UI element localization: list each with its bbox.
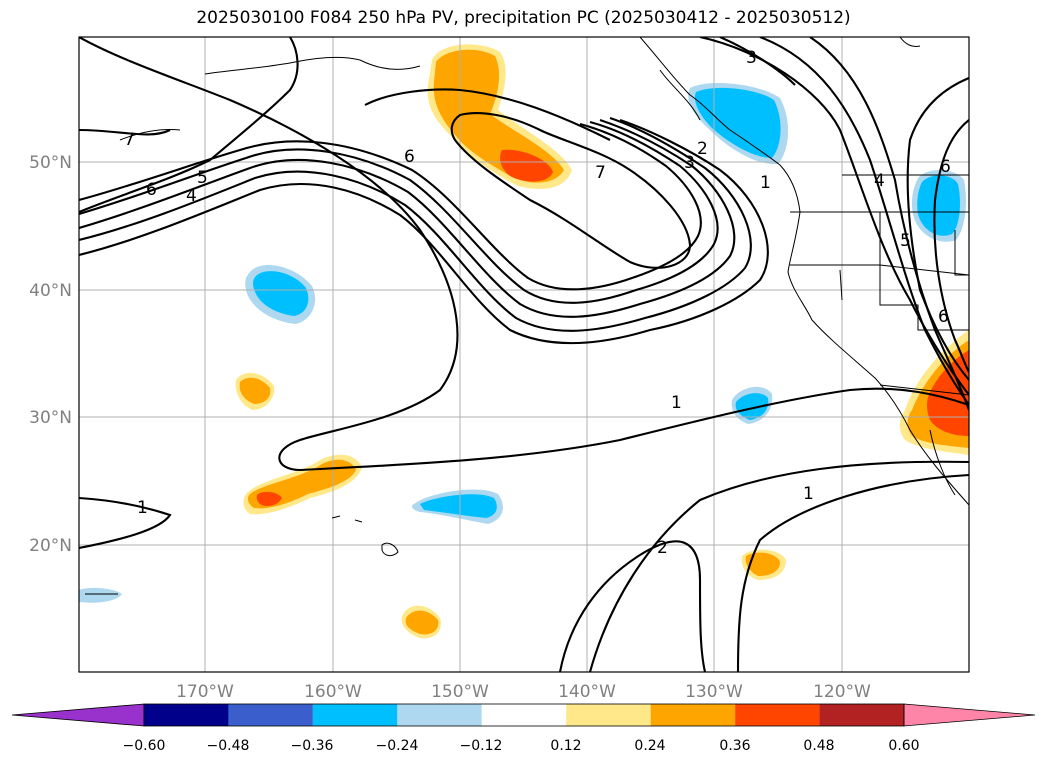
colorbar-tick-label: −0.60 <box>123 738 166 754</box>
pv-contour-line <box>79 119 736 318</box>
precip-negative-area <box>253 271 309 316</box>
longitude-label: 150°W <box>431 682 489 702</box>
contour-label: 6 <box>940 157 951 177</box>
colorbar-tick-label: −0.48 <box>207 738 250 754</box>
latitude-label: 20°N <box>29 536 72 556</box>
precip-positive-area <box>405 610 439 635</box>
precip-positive-area <box>745 552 780 576</box>
contour-label: 5 <box>197 168 208 188</box>
longitude-label: 160°W <box>304 682 362 702</box>
contour-label: 1 <box>760 173 771 193</box>
colorbar-segment <box>397 704 482 726</box>
longitude-label: 120°W <box>813 682 871 702</box>
pv-contours <box>79 37 969 672</box>
pv-contour-line <box>558 540 707 672</box>
precip-negative-area <box>735 393 769 420</box>
latitude-label: 40°N <box>29 281 72 301</box>
colorbar-extend-high <box>903 703 1036 727</box>
colorbar-tick-label: 0.60 <box>888 738 919 754</box>
longitude-label: 130°W <box>685 682 743 702</box>
pv-contour-line <box>79 37 969 472</box>
colorbar-border <box>143 703 905 727</box>
colorbar-segment <box>144 704 229 726</box>
contour-labels: 7 6 5 4 6 7 3 2 1 3 4 5 6 6 1 1 1 2 <box>124 48 951 558</box>
pv-contour-line <box>79 496 172 550</box>
pv-contour-line <box>79 122 702 291</box>
precip-negative-area <box>420 494 497 518</box>
colorbar-tick-label: 0.48 <box>803 738 834 754</box>
colorbar-segment <box>735 704 820 726</box>
contour-label: 5 <box>900 231 911 251</box>
pv-contour-line <box>906 77 969 381</box>
colorbar-tick-label: −0.12 <box>460 738 503 754</box>
colorbar-tick-label: −0.36 <box>291 738 334 754</box>
contour-label: 1 <box>137 498 148 518</box>
contour-label: 1 <box>671 393 682 413</box>
colorbar-segment <box>228 704 313 726</box>
gridlines <box>79 37 969 672</box>
colorbar-segment <box>481 704 567 726</box>
contour-label: 4 <box>874 171 885 191</box>
colorbar-ticks: −0.60 −0.48 −0.36 −0.24 −0.12 0.12 0.24 … <box>123 738 920 754</box>
colorbar-tick-label: 0.36 <box>719 738 750 754</box>
colorbar-tick-label: 0.12 <box>550 738 581 754</box>
precipitation-shading <box>79 44 969 639</box>
pv-contour-line <box>736 473 969 672</box>
contour-label: 4 <box>186 186 197 206</box>
contour-label: 1 <box>803 484 814 504</box>
colorbar-extend-low <box>11 703 145 727</box>
contour-label: 3 <box>684 153 695 173</box>
precip-negative-area <box>694 87 781 158</box>
longitude-label: 170°W <box>176 682 234 702</box>
map-frame <box>78 36 970 673</box>
precip-negative-area <box>79 587 122 603</box>
pv-contour-line <box>759 37 969 406</box>
pv-contour-line <box>79 119 769 345</box>
colorbar-tick-label: −0.24 <box>376 738 419 754</box>
map-title: 2025030100 F084 250 hPa PV, precipitatio… <box>196 8 851 28</box>
colorbar-segments <box>11 703 1036 727</box>
longitude-label: 140°W <box>558 682 616 702</box>
contour-label: 6 <box>146 180 157 200</box>
pv-contour-line <box>588 460 969 672</box>
contour-label: 6 <box>938 307 949 327</box>
pv-contour-line <box>79 37 299 213</box>
colorbar-segment <box>819 704 904 726</box>
contour-label: 6 <box>404 147 415 167</box>
pv-contour-line <box>79 120 719 304</box>
contour-label: 2 <box>657 538 668 558</box>
precip-positive-area <box>433 49 564 183</box>
pv-contour-line <box>933 119 969 373</box>
pv-contour-line <box>79 128 171 136</box>
contour-label: 3 <box>746 48 757 68</box>
map-content: 7 6 5 4 6 7 3 2 1 3 4 5 6 6 1 1 1 2 <box>79 37 969 672</box>
pv-contour-line <box>809 37 969 411</box>
pv-contour-line <box>79 117 752 332</box>
precip-negative-area <box>917 175 960 236</box>
contour-label: 7 <box>124 130 135 150</box>
colorbar-tick-label: 0.24 <box>634 738 665 754</box>
colorbar-segment <box>312 704 398 726</box>
latitude-labels: 50°N 40°N 30°N 20°N <box>29 153 72 556</box>
colorbar: −0.60 −0.48 −0.36 −0.24 −0.12 0.12 0.24 … <box>11 703 1036 754</box>
colorbar-segment <box>650 704 736 726</box>
pv-contour-line <box>364 88 611 141</box>
latitude-label: 30°N <box>29 408 72 428</box>
longitude-labels: 170°W 160°W 150°W 140°W 130°W 120°W <box>176 682 871 702</box>
precip-positive-area <box>239 377 271 404</box>
precip-strong-area <box>256 491 282 506</box>
pv-contour-line <box>450 112 692 269</box>
contour-label: 2 <box>697 139 708 159</box>
pv-contour-line <box>699 37 969 396</box>
colorbar-segment <box>566 704 651 726</box>
latitude-label: 50°N <box>29 153 72 173</box>
contour-label: 7 <box>595 163 606 183</box>
precip-strong-area <box>500 149 553 182</box>
